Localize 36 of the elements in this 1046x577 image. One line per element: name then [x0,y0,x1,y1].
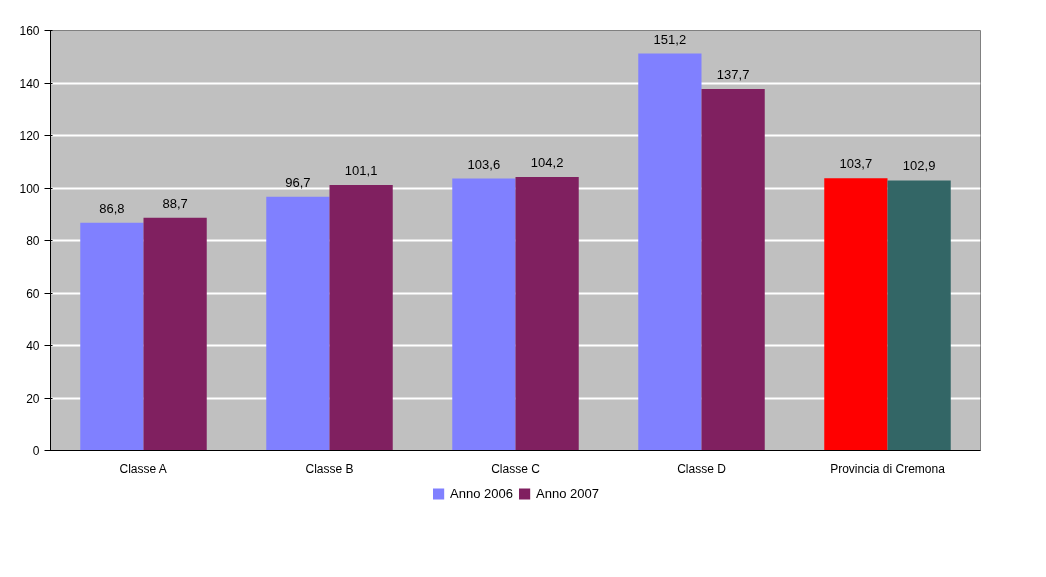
bar [266,196,330,451]
bar [638,53,702,451]
y-tick-label: 0 [32,444,40,458]
x-tick-label: Classe D [677,461,727,476]
data-label: 86,8 [99,200,125,216]
data-label: 102,9 [902,158,936,174]
bar [143,217,207,451]
bar [515,176,579,451]
data-label: 88,7 [162,195,188,211]
y-tick-label: 40 [26,339,40,353]
bar [701,89,765,451]
legend-label: Anno 2007 [536,485,599,501]
legend-label: Anno 2006 [450,485,513,501]
bar [824,178,888,451]
y-tick-label: 60 [26,286,40,301]
bar [452,178,516,451]
x-tick-label: Provincia di Cremona [830,461,946,476]
x-tick-label: Classe B [305,461,354,476]
x-tick-label: Classe C [491,461,541,476]
bar [887,180,951,451]
data-label: 103,7 [839,156,873,172]
data-label: 137,7 [716,67,750,83]
bar [80,222,144,451]
y-tick-label: 20 [26,391,40,406]
data-label: 96,7 [285,174,311,190]
data-label: 101,1 [344,163,378,179]
x-tick-label: Classe A [119,461,167,476]
data-label: 151,2 [653,31,687,47]
y-tick-label: 160 [19,24,40,38]
data-label: 104,2 [530,154,564,170]
y-tick-label: 100 [19,181,40,196]
y-tick-label: 80 [26,234,40,248]
bar [329,185,393,451]
y-tick-label: 140 [19,76,40,91]
y-tick-label: 120 [19,129,40,143]
data-label: 103,6 [467,156,501,172]
